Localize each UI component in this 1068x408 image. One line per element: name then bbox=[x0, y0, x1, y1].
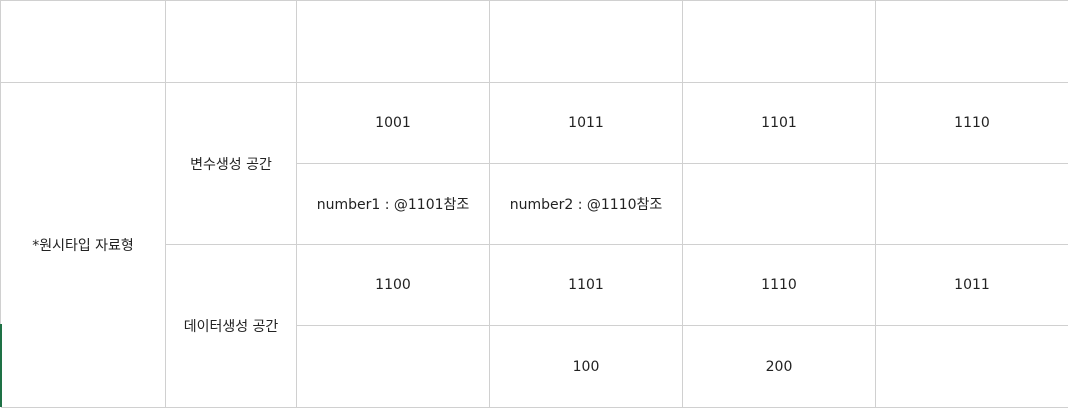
data-value-cell[interactable]: 100 bbox=[490, 326, 683, 408]
variable-address-cell[interactable]: 1001 bbox=[297, 83, 490, 164]
header-cell-4[interactable] bbox=[490, 1, 683, 83]
variable-address-cell[interactable]: 1011 bbox=[490, 83, 683, 164]
data-space-label[interactable]: 데이터생성 공간 bbox=[166, 245, 297, 408]
selection-accent-bar bbox=[0, 324, 2, 407]
data-value-cell[interactable]: 200 bbox=[683, 326, 876, 408]
variable-value-cell[interactable]: number2 : @1110참조 bbox=[490, 164, 683, 245]
header-cell-6[interactable] bbox=[876, 1, 1068, 83]
variable-value-cell[interactable] bbox=[683, 164, 876, 245]
data-address-cell[interactable]: 1101 bbox=[490, 245, 683, 326]
variable-value-cell[interactable]: number1 : @1101참조 bbox=[297, 164, 490, 245]
data-address-cell[interactable]: 1110 bbox=[683, 245, 876, 326]
data-value-cell[interactable] bbox=[297, 326, 490, 408]
header-cell-2[interactable] bbox=[166, 1, 297, 83]
variable-space-label[interactable]: 변수생성 공간 bbox=[166, 83, 297, 245]
data-address-cell[interactable]: 1100 bbox=[297, 245, 490, 326]
variable-address-cell[interactable]: 1110 bbox=[876, 83, 1068, 164]
variable-address-cell[interactable]: 1101 bbox=[683, 83, 876, 164]
data-value-cell[interactable] bbox=[876, 326, 1068, 408]
header-cell-5[interactable] bbox=[683, 1, 876, 83]
header-cell-1[interactable] bbox=[1, 1, 166, 83]
variable-value-cell[interactable] bbox=[876, 164, 1068, 245]
primitive-type-label[interactable]: *원시타입 자료형 bbox=[1, 83, 166, 408]
header-cell-3[interactable] bbox=[297, 1, 490, 83]
data-address-cell[interactable]: 1011 bbox=[876, 245, 1068, 326]
